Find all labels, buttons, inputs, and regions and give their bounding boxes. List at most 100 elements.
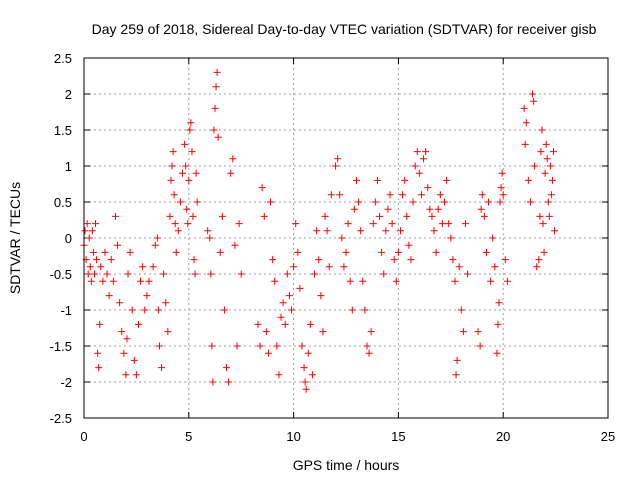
data-point (130, 356, 138, 364)
data-point (155, 342, 163, 350)
data-point (382, 227, 390, 235)
data-point (94, 349, 102, 357)
data-point (522, 119, 530, 127)
data-point (409, 198, 417, 206)
data-point (497, 184, 505, 192)
data-point (237, 270, 245, 278)
data-point (151, 241, 159, 249)
y-tick-label: -1.5 (50, 339, 72, 354)
data-point (118, 328, 126, 336)
data-point (123, 335, 131, 343)
data-point (542, 140, 550, 148)
data-point (457, 306, 465, 314)
data-point (415, 169, 423, 177)
data-point (153, 234, 161, 242)
data-point (97, 263, 105, 271)
data-point (182, 162, 190, 170)
data-point (550, 148, 558, 156)
data-point (350, 205, 358, 213)
data-point (269, 256, 277, 264)
data-point (187, 119, 195, 127)
data-point (227, 169, 235, 177)
data-point (107, 256, 115, 264)
data-point (531, 162, 539, 170)
data-point (441, 198, 449, 206)
data-point (87, 277, 95, 285)
data-point (128, 306, 136, 314)
data-point (344, 220, 352, 228)
data-point (499, 191, 507, 199)
data-point (548, 176, 556, 184)
data-point (81, 227, 89, 235)
data-point (332, 162, 340, 170)
data-point (340, 263, 348, 271)
data-point (432, 248, 440, 256)
data-point (233, 342, 241, 350)
data-points (80, 68, 559, 393)
data-point (134, 320, 142, 328)
y-tick-label: 2.5 (54, 51, 72, 66)
data-point (546, 162, 554, 170)
data-point (520, 104, 528, 112)
data-point (212, 83, 220, 91)
data-point (545, 212, 553, 220)
data-point (390, 256, 398, 264)
data-point (143, 292, 151, 300)
x-tick-label: 0 (80, 429, 87, 444)
data-point (541, 169, 549, 177)
data-point (371, 198, 379, 206)
data-point (405, 241, 413, 249)
data-point (376, 212, 384, 220)
data-point (536, 212, 544, 220)
data-point (399, 191, 407, 199)
data-point (551, 227, 559, 235)
data-point (547, 191, 555, 199)
data-point (346, 277, 354, 285)
data-point (292, 220, 300, 228)
data-point (476, 342, 484, 350)
data-point (188, 148, 196, 156)
y-tick-label: 2 (65, 87, 72, 102)
data-point (114, 241, 122, 249)
y-tick-label: -1 (60, 303, 72, 318)
data-point (459, 328, 467, 336)
data-point (141, 306, 149, 314)
data-point (378, 248, 386, 256)
data-point (348, 306, 356, 314)
data-point (422, 148, 430, 156)
y-tick-label: 1 (65, 159, 72, 174)
data-point (158, 364, 166, 372)
data-point (308, 371, 316, 379)
data-point (474, 328, 482, 336)
data-point (260, 212, 268, 220)
data-point (184, 220, 192, 228)
data-point (191, 270, 199, 278)
data-point (288, 306, 296, 314)
data-point (313, 227, 321, 235)
data-point (168, 162, 176, 170)
data-point (373, 176, 381, 184)
data-point (170, 191, 178, 199)
data-point (455, 263, 463, 271)
data-point (357, 227, 365, 235)
data-point (327, 191, 335, 199)
data-point (285, 292, 293, 300)
data-point (304, 349, 312, 357)
data-point (105, 292, 113, 300)
data-point (166, 212, 174, 220)
data-point (434, 205, 442, 213)
data-point (254, 320, 262, 328)
grid-lines (84, 58, 608, 418)
data-point (174, 227, 182, 235)
data-point (461, 220, 469, 228)
data-point (137, 277, 145, 285)
data-point (524, 176, 532, 184)
data-point (190, 256, 198, 264)
data-point (317, 292, 325, 300)
data-point (482, 248, 490, 256)
data-point (281, 320, 289, 328)
data-point (544, 198, 552, 206)
y-axis-label: SDTVAR / TECUs (7, 182, 23, 294)
data-point (99, 277, 107, 285)
data-point (95, 364, 103, 372)
